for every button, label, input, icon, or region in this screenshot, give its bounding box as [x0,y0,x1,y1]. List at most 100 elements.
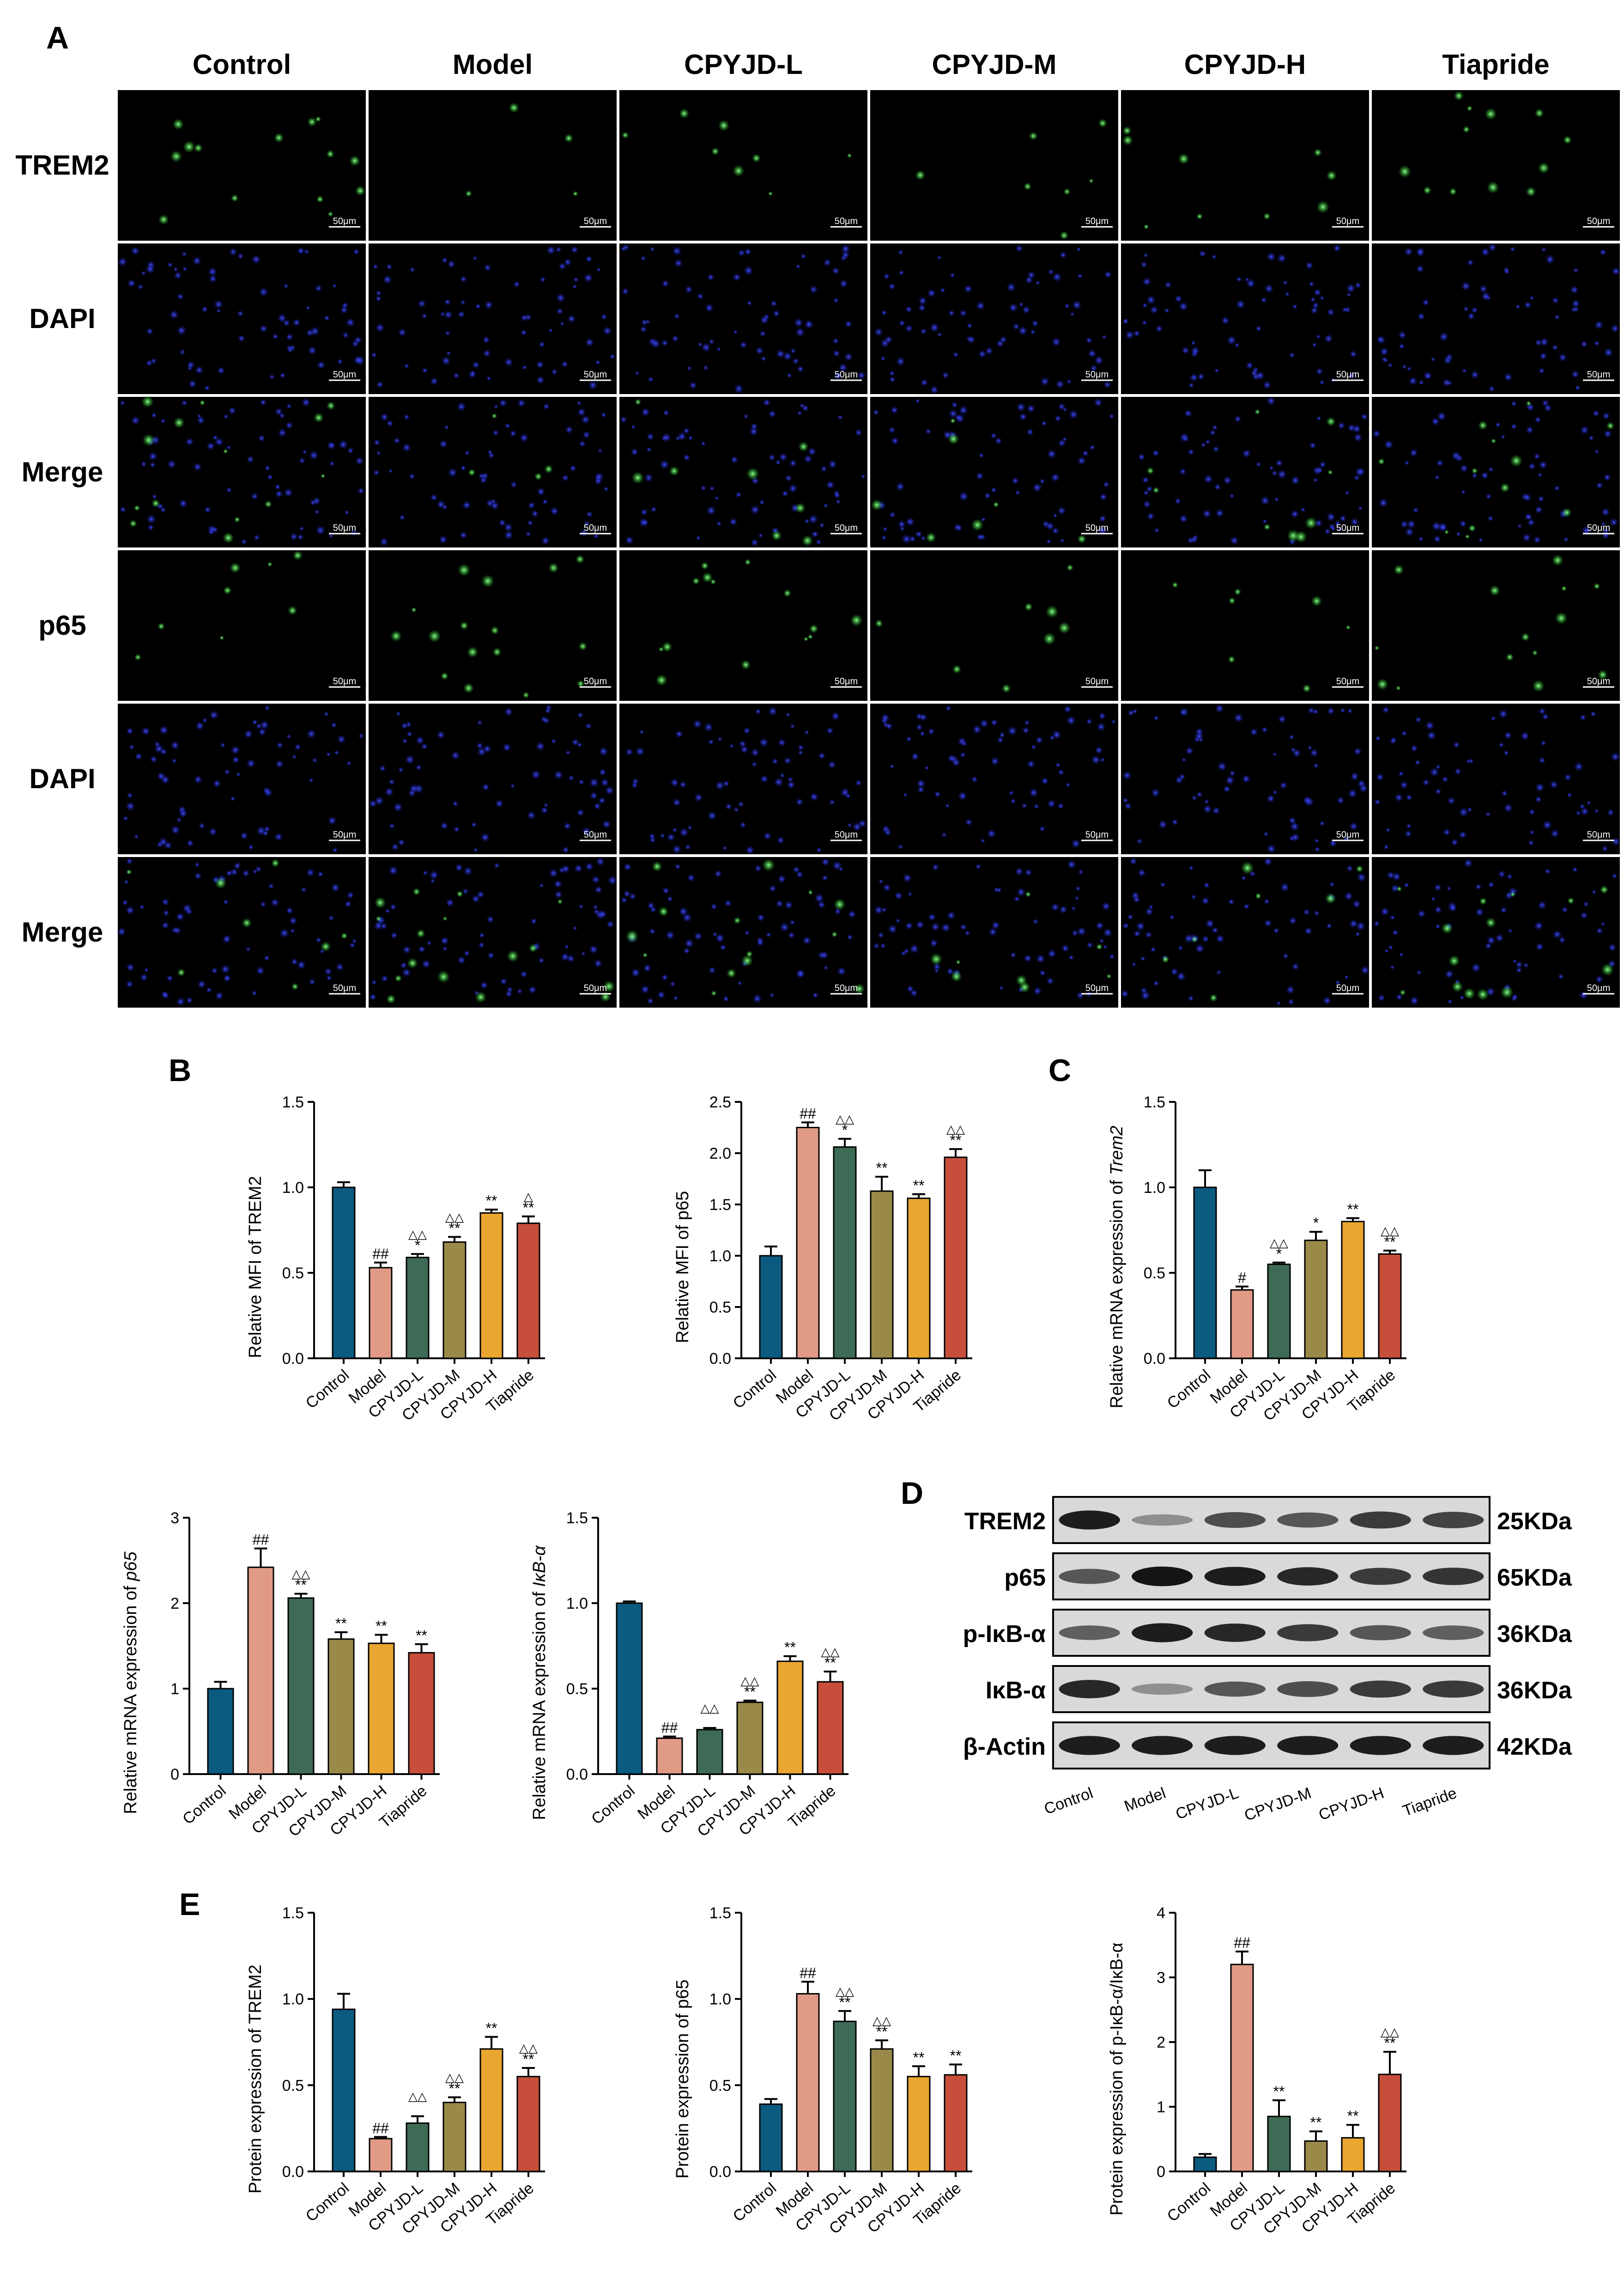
micrograph-tile [619,704,867,854]
scale-bar-label: 50μm [333,216,356,226]
nucleus-dot [148,451,158,461]
nucleus-dot [649,928,656,935]
y-tick-label: 1.0 [282,1991,304,2008]
nucleus-dot [1203,474,1213,484]
nucleus-dot [1468,758,1474,764]
nucleus-dot [1269,466,1274,471]
nucleus-dot [1181,346,1190,355]
nucleus-dot [708,966,716,974]
nucleus-dot [506,986,513,993]
nucleus-dot [263,955,270,961]
nucleus-dot [803,454,813,463]
scale-bar-label: 50μm [1336,370,1359,380]
nucleus-dot [255,865,262,873]
nucleus-dot [620,897,628,904]
nucleus-dot [828,459,837,469]
signal-dot [952,664,962,674]
nucleus-dot [855,779,862,787]
nucleus-dot [692,719,702,729]
signal-dot [492,647,502,657]
nucleus-dot [814,893,824,904]
blot-band [1059,1510,1120,1530]
nucleus-dot [1018,412,1028,421]
nucleus-dot [984,492,991,499]
nucleus-dot [527,810,536,820]
nucleus-dot [246,758,256,768]
nucleus-dot [959,923,967,931]
nucleus-dot [1177,945,1183,951]
nucleus-dot [722,995,730,1003]
nucleus-dot [1478,537,1483,542]
y-tick-label: 0.0 [1144,1350,1165,1368]
nucleus-dot [195,721,205,731]
nucleus-dot [483,744,492,754]
nucleus-dot [1431,896,1436,902]
nucleus-dot [951,401,958,408]
nucleus-dot [182,251,187,257]
nucleus-dot [555,246,562,253]
nucleus-dot [1018,302,1024,307]
signal-dot [1532,680,1545,692]
nucleus-dot [1146,486,1153,492]
micrograph-tile [1372,550,1620,701]
nucleus-dot [593,904,598,910]
nucleus-dot [447,260,456,268]
nucleus-dot [264,465,271,471]
nucleus-dot [460,465,467,471]
nucleus-dot [358,733,364,739]
nucleus-dot [395,711,401,717]
nucleus-dot [1422,298,1430,306]
nucleus-dot [517,399,526,407]
nucleus-dot [161,898,170,906]
nucleus-dot [301,398,311,407]
bar [1378,1253,1402,1359]
nucleus-dot [315,937,322,943]
significance-mark: * [415,1237,420,1253]
nucleus-dot [1460,464,1469,473]
nucleus-dot [1014,867,1024,876]
nucleus-dot [502,742,512,752]
nucleus-dot [121,899,128,906]
nucleus-dot [487,449,493,455]
signal-dot [1146,467,1154,474]
nucleus-dot [145,327,154,335]
scale-bar-label: 50μm [835,216,858,226]
nucleus-dot [1068,955,1074,961]
nucleus-dot [1308,281,1315,287]
nucleus-dot [729,743,734,748]
signal-dot [1326,170,1337,181]
nucleus-dot [1538,495,1545,502]
signal-dot [1601,963,1614,976]
x-tick-label: Control [303,1366,352,1412]
nucleus-dot [384,787,394,797]
nucleus-dot [340,306,348,314]
nucleus-dot [1398,343,1405,350]
nucleus-dot [567,314,576,323]
nucleus-dot [486,915,495,924]
nucleus-dot [476,890,485,899]
blot-strip [1052,1665,1491,1713]
nucleus-dot [1510,401,1517,407]
nucleus-dot [905,324,913,333]
y-tick-label: 1.0 [709,1991,731,2008]
nucleus-dot [1305,261,1314,270]
signal-dot [807,634,813,639]
nucleus-dot [330,883,340,893]
signal-dot [951,971,962,982]
nucleus-dot [730,456,739,464]
signal-dot [1600,885,1609,894]
nucleus-dot [994,437,1002,445]
signal-dot [467,646,479,658]
nucleus-dot [1449,904,1457,912]
nucleus-dot [1249,728,1258,736]
nucleus-dot [733,329,738,334]
bar [479,1212,503,1359]
nucleus-dot [1300,507,1306,512]
nucleus-dot [1316,467,1323,474]
signal-dot [223,586,232,595]
blot-band [1132,1623,1193,1642]
micrograph-tile [870,704,1118,854]
nucleus-dot [919,730,926,737]
signal-dot [230,194,239,202]
blot-band [1350,1511,1411,1529]
